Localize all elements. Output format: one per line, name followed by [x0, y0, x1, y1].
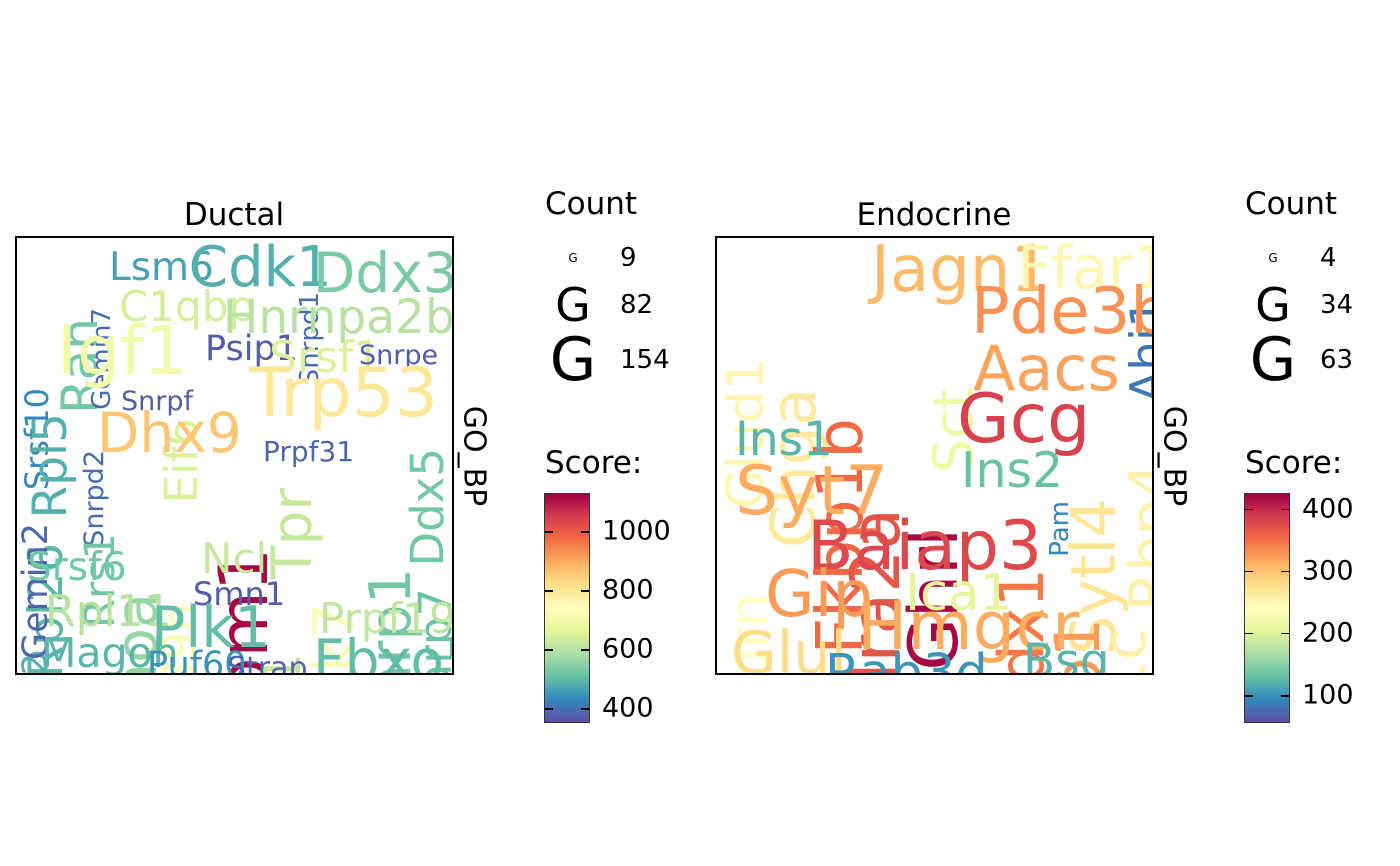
word-cdk1: Cdk1 — [189, 236, 332, 300]
panel-title-ductal: Ductal — [183, 197, 285, 233]
colorbar-tick-label: 600 — [602, 633, 654, 665]
word-rbp4: Rbp4 — [1118, 463, 1154, 612]
colorbar-tick-mark — [1281, 632, 1289, 635]
strip-label-ductal: GO_BP — [456, 405, 492, 507]
count-legend-value-small-ductal: 9 — [620, 243, 637, 273]
colorbar-tick-label: 400 — [602, 692, 654, 724]
score-colorbar-endocrine — [1244, 493, 1290, 723]
word-prpf31: Prpf31 — [263, 435, 355, 468]
word-plk1: Plk1 — [151, 595, 271, 661]
word-gcg: Gcg — [957, 380, 1091, 459]
word-pam: Pam — [1045, 501, 1075, 557]
colorbar-tick-mark — [1245, 570, 1253, 573]
colorbar-tick-mark — [545, 708, 553, 710]
word-smn1: Smn1 — [193, 575, 286, 613]
word-ica1: Ica1 — [905, 564, 1012, 623]
colorbar-tick-mark — [581, 649, 589, 651]
word-strap: Strap — [227, 651, 308, 675]
word-dhx9: Dhx9 — [97, 401, 242, 465]
word-aacs: Aacs — [973, 332, 1120, 405]
word-hnrnpa2b1: Hnrnpa2b1 — [223, 290, 454, 345]
score-legend-title-ductal: Score: — [545, 445, 643, 481]
word-ddx5: Ddx5 — [401, 448, 454, 567]
colorbar-tick-mark — [1245, 632, 1253, 635]
colorbar-tick-mark — [1281, 508, 1289, 511]
colorbar-tick-mark — [1245, 695, 1253, 697]
colorbar-tick-mark — [581, 590, 589, 592]
colorbar-tick-mark — [581, 708, 589, 710]
word-srsf1: Srsf1 — [269, 332, 382, 383]
strip-label-endocrine: GO_BP — [1156, 405, 1192, 507]
colorbar-tick-mark — [1281, 570, 1289, 573]
count-legend-symbol-mid-endocrine: G — [1255, 278, 1291, 332]
score-legend-title-endocrine: Score: — [1245, 445, 1343, 481]
count-legend-value-small-endocrine: 4 — [1320, 243, 1337, 273]
count-legend-value-large-endocrine: 63 — [1320, 345, 1354, 375]
colorbar-tick-label: 400 — [1302, 493, 1354, 525]
colorbar-tick-label: 1000 — [602, 515, 671, 547]
word-bsg: Bsg — [1023, 634, 1110, 675]
colorbar-tick-label: 300 — [1302, 555, 1354, 587]
colorbar-tick-label: 200 — [1302, 617, 1354, 649]
word-ddx3x: Ddx3x — [313, 241, 452, 305]
word-rab3d: Rab3d — [825, 644, 988, 675]
word-srsf6: Srsf6 — [27, 545, 127, 590]
count-legend-symbol-mid-ductal: G — [555, 278, 591, 332]
word-glul: Glul — [731, 618, 847, 675]
word-ins1: Ins1 — [735, 412, 834, 467]
score-colorbar-ductal — [544, 493, 590, 723]
colorbar-tick-mark — [545, 531, 553, 533]
colorbar-tick-mark — [1281, 695, 1289, 697]
word-magoh: Magoh — [41, 629, 179, 675]
count-legend-value-large-ductal: 154 — [620, 345, 670, 375]
count-legend-symbol-large-endocrine: G — [1249, 325, 1297, 395]
word-ffar1: Ffar1 — [1017, 236, 1152, 302]
colorbar-tick-label: 100 — [1302, 679, 1354, 711]
word-ins2: Ins2 — [961, 442, 1064, 499]
word-trp53: Trp53 — [249, 354, 439, 433]
count-legend-symbol-small-ductal: G — [568, 251, 578, 265]
panel-title-endocrine: Endocrine — [856, 197, 1012, 233]
word-psip1: Psip1 — [205, 329, 298, 369]
word-ncl: Ncl — [201, 534, 268, 583]
wordcloud-ductal: Srsf10RanGemin7Lsm6Cdk1Snrpd1Ddx3xC1qbpH… — [15, 236, 454, 675]
count-legend-symbol-large-ductal: G — [549, 325, 597, 395]
word-snrpf: Snrpf — [121, 386, 193, 417]
word-snrpe: Snrpe — [359, 340, 439, 371]
colorbar-tick-mark — [1245, 508, 1253, 511]
count-legend-title-ductal: Count — [545, 186, 638, 222]
word-pde3b: Pde3b — [971, 275, 1154, 349]
word-lsm6: Lsm6 — [109, 245, 214, 290]
word-puf60: Puf60 — [147, 645, 247, 675]
word-igf1: Igf1 — [57, 312, 188, 391]
word-prpf19: Prpf19 — [319, 594, 454, 643]
count-legend-title-endocrine: Count — [1245, 186, 1338, 222]
word-c1qbp: C1qbp — [119, 282, 256, 331]
word-jagn1: Jagn1 — [871, 236, 1051, 307]
colorbar-tick-mark — [545, 590, 553, 592]
count-legend-value-mid-endocrine: 34 — [1320, 290, 1354, 320]
count-legend-value-mid-ductal: 82 — [620, 290, 654, 320]
colorbar-tick-label: 800 — [602, 574, 654, 606]
word-tpr: Tpr — [260, 488, 324, 580]
word-rpl11: Rpl11 — [45, 586, 172, 637]
word-syt7: Syt7 — [735, 452, 889, 531]
word-hmgcr: Hmgcr — [857, 587, 1080, 665]
word-gip: Gip — [765, 558, 873, 632]
word-rpl5: Rpl5 — [23, 413, 78, 519]
wordcloud-endocrine: Glud1ChgaFkbp1bJagn1Ffar1Ahi1Pde3bAdra2a… — [715, 236, 1154, 675]
count-legend-symbol-small-endocrine: G — [1268, 251, 1278, 265]
word-baiap3: Baiap3 — [807, 507, 1043, 586]
word-fbxo5: Fbxo5 — [313, 628, 452, 675]
colorbar-tick-mark — [545, 649, 553, 651]
colorbar-tick-mark — [581, 531, 589, 533]
